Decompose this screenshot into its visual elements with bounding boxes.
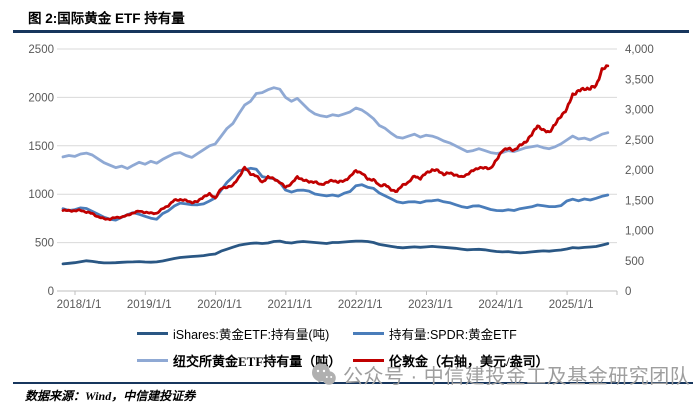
gridlines-and-left-axis: 0 500 1000 1500 2000 2500 — [28, 44, 617, 298]
legend-label-ishares: iShares:黄金ETF:持有量(吨) — [173, 328, 330, 342]
legend-swatch-nyse — [137, 359, 168, 362]
svg-text:500: 500 — [35, 238, 54, 250]
legend-label-nyse: 纽交所黄金ETF持有量（吨） — [173, 354, 342, 369]
svg-text:4,000: 4,000 — [625, 44, 654, 56]
svg-text:2024/1/1: 2024/1/1 — [478, 299, 523, 311]
svg-text:3,000: 3,000 — [625, 105, 654, 117]
svg-text:2,500: 2,500 — [625, 135, 654, 147]
series-lines — [61, 64, 610, 266]
svg-text:1000: 1000 — [28, 189, 54, 201]
footer-rule — [13, 382, 693, 384]
svg-text:2021/1/1: 2021/1/1 — [268, 299, 313, 311]
legend-item-spdr: 持有量:SPDR:黄金ETF — [353, 324, 549, 343]
svg-text:2018/1/1: 2018/1/1 — [57, 299, 102, 311]
svg-text:1,500: 1,500 — [625, 195, 654, 207]
x-axis: 2018/1/1 2019/1/1 2020/1/1 2021/1/1 2022/1/1… — [57, 291, 618, 311]
svg-text:2020/1/1: 2020/1/1 — [197, 299, 242, 311]
right-axis-labels: 0 500 1,000 1,500 2,000 2,500 3,000 3,500 4,000 — [625, 44, 654, 298]
svg-text:2000: 2000 — [28, 92, 54, 104]
svg-text:2,000: 2,000 — [625, 165, 654, 177]
wechat-icon — [312, 363, 336, 385]
svg-text:0: 0 — [625, 286, 631, 298]
svg-text:0: 0 — [48, 286, 54, 298]
title-rule — [13, 30, 689, 33]
legend-label-london-gold: 伦敦金（右轴，美元/盎司） — [389, 354, 549, 369]
legend-item-ishares: iShares:黄金ETF:持有量(吨) — [137, 324, 353, 343]
svg-text:2019/1/1: 2019/1/1 — [127, 299, 172, 311]
watermark-text: 公众号 · 中信建投金工及基金研究团队 — [343, 366, 691, 388]
svg-text:1500: 1500 — [28, 141, 54, 153]
watermark: 公众号 · 中信建投金工及基金研究团队 — [311, 360, 690, 389]
legend-item-nyse: 纽交所黄金ETF持有量（吨） — [137, 351, 353, 370]
legend-swatch-ishares — [137, 332, 168, 335]
legend-item-london-gold: 伦敦金（右轴，美元/盎司） — [353, 351, 549, 370]
figure-title: 图 2:国际黄金 ETF 持有量 — [28, 11, 185, 26]
svg-text:500: 500 — [625, 256, 644, 268]
data-source: 数据来源：Wind，中信建投证券 — [25, 389, 196, 403]
svg-text:2023/1/1: 2023/1/1 — [408, 299, 453, 311]
svg-text:2022/1/1: 2022/1/1 — [338, 299, 383, 311]
svg-text:1,000: 1,000 — [625, 226, 654, 238]
svg-text:3,500: 3,500 — [625, 74, 654, 86]
svg-text:2500: 2500 — [28, 44, 54, 56]
chart-legend: iShares:黄金ETF:持有量(吨) 持有量:SPDR:黄金ETF 纽交所黄… — [137, 324, 549, 370]
svg-text:2025/1/1: 2025/1/1 — [549, 299, 594, 311]
legend-swatch-london-gold — [353, 359, 384, 362]
legend-label-spdr: 持有量:SPDR:黄金ETF — [389, 328, 517, 342]
legend-swatch-spdr — [353, 332, 384, 335]
